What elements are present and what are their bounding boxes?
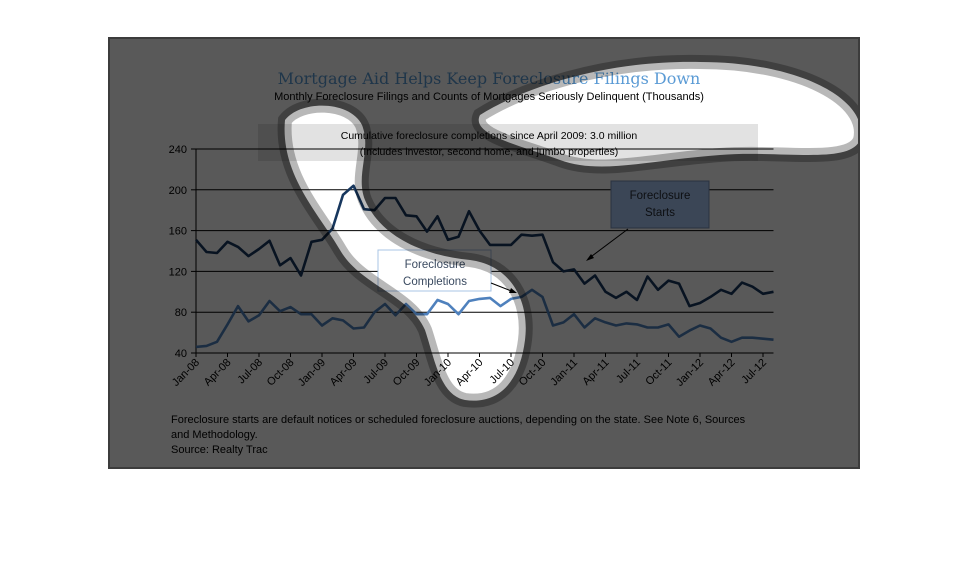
completions-arrow-head-icon: [509, 288, 517, 293]
footnote-line-2: and Methodology.: [171, 429, 258, 441]
starts-callout-line-1: Foreclosure: [630, 190, 691, 202]
completions-callout-line-1: Foreclosure: [405, 259, 466, 271]
completions-callout-line-2: Completions: [403, 276, 467, 288]
starts-callout-box: [610, 180, 710, 229]
starts-arrow-head-icon: [586, 254, 594, 261]
chart-frame: [108, 37, 860, 469]
starts-callout-arrow: [587, 228, 629, 260]
dim-overlay: [109, 38, 859, 468]
footnote-line-1: Foreclosure starts are default notices o…: [171, 414, 746, 426]
highlight-halo: [277, 54, 859, 408]
starts-callout-line-2: Starts: [645, 207, 675, 219]
source-note: Source: Realty Trac: [171, 444, 268, 456]
